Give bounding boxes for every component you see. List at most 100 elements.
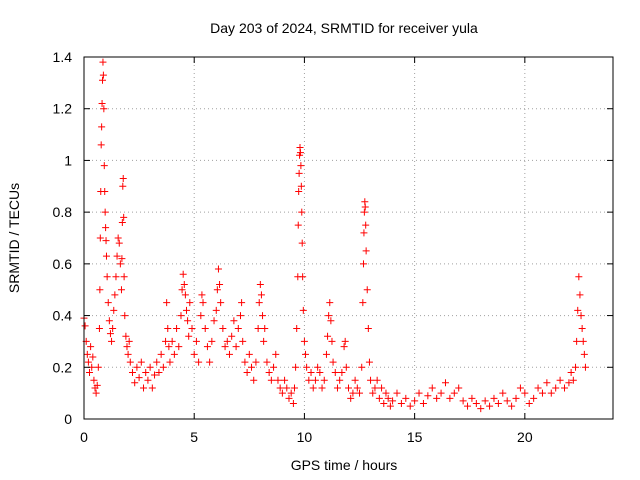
data-point: [296, 149, 304, 157]
data-point: [245, 350, 253, 358]
data-point: [327, 317, 335, 325]
data-point: [328, 337, 336, 345]
data-point: [83, 350, 91, 358]
data-point: [367, 376, 375, 384]
data-point: [181, 291, 189, 299]
data-point: [324, 332, 332, 340]
data-point: [96, 286, 104, 294]
data-point: [359, 260, 367, 268]
data-point: [259, 312, 267, 320]
data-point: [177, 312, 185, 320]
data-point: [320, 376, 328, 384]
data-point: [329, 358, 337, 366]
data-point: [163, 299, 171, 307]
data-point: [552, 384, 560, 392]
data-point: [299, 273, 307, 281]
data-point: [119, 175, 127, 183]
data-point: [516, 384, 524, 392]
data-point: [254, 325, 262, 332]
data-point: [318, 384, 326, 392]
data-point: [340, 343, 348, 351]
data-point: [203, 343, 211, 351]
data-point: [109, 325, 117, 332]
data-point: [186, 299, 194, 307]
y-tick-label: 0.8: [53, 204, 73, 220]
data-point: [153, 358, 161, 366]
data-point: [322, 350, 330, 358]
data-point: [213, 286, 221, 294]
data-point: [94, 363, 102, 371]
data-point: [464, 402, 472, 410]
data-point: [573, 337, 581, 345]
data-point: [278, 389, 286, 397]
data-point: [162, 337, 170, 345]
data-point: [363, 286, 371, 294]
data-point: [142, 368, 150, 376]
data-point: [572, 363, 580, 371]
data-point: [95, 325, 103, 332]
data-point: [289, 399, 297, 407]
data-point: [108, 337, 116, 345]
data-point: [361, 203, 369, 211]
data-point: [481, 397, 489, 405]
data-point: [239, 337, 247, 345]
data-point: [185, 332, 193, 340]
data-point: [184, 317, 192, 325]
data-point: [201, 325, 209, 332]
data-point: [84, 358, 92, 366]
data-point: [490, 394, 498, 402]
data-point: [364, 325, 372, 332]
data-point: [159, 363, 167, 371]
data-point: [126, 358, 134, 366]
data-point: [349, 389, 357, 397]
data-point: [118, 255, 126, 263]
data-point: [216, 281, 224, 289]
data-point: [298, 208, 306, 216]
data-point: [223, 337, 231, 345]
data-point: [530, 394, 538, 402]
data-point: [389, 397, 397, 405]
data-point: [267, 376, 275, 384]
data-point: [325, 312, 333, 320]
data-point: [342, 363, 350, 371]
data-point: [303, 363, 311, 371]
data-point: [362, 247, 370, 255]
data-point: [360, 229, 368, 237]
data-point: [378, 384, 386, 392]
data-point: [351, 376, 359, 384]
data-point: [574, 306, 582, 314]
data-point: [238, 299, 246, 307]
data-point: [369, 389, 377, 397]
data-point: [397, 399, 405, 407]
data-point: [199, 299, 207, 307]
data-point: [261, 325, 269, 332]
data-point: [120, 273, 128, 281]
data-point: [102, 237, 110, 245]
data-point: [382, 389, 390, 397]
data-point: [111, 291, 119, 299]
data-point: [131, 379, 139, 387]
data-point: [188, 325, 196, 332]
data-point: [468, 394, 476, 402]
data-point: [206, 358, 214, 366]
data-point: [455, 384, 463, 392]
data-point: [565, 379, 573, 387]
y-tick-label: 0.4: [53, 308, 73, 324]
data-point: [371, 384, 379, 392]
data-point: [534, 384, 542, 392]
data-point: [210, 317, 218, 325]
data-point: [120, 213, 128, 221]
data-point: [494, 399, 502, 407]
data-point: [133, 363, 141, 371]
data-point: [260, 337, 268, 345]
data-point: [283, 384, 291, 392]
data-point: [281, 376, 289, 384]
data-point: [168, 337, 176, 345]
grid-layer: [84, 57, 613, 419]
data-point: [347, 394, 355, 402]
data-point: [272, 350, 280, 358]
data-point: [228, 332, 236, 340]
data-point: [380, 399, 388, 407]
data-point: [98, 123, 106, 131]
data-point: [197, 312, 205, 320]
